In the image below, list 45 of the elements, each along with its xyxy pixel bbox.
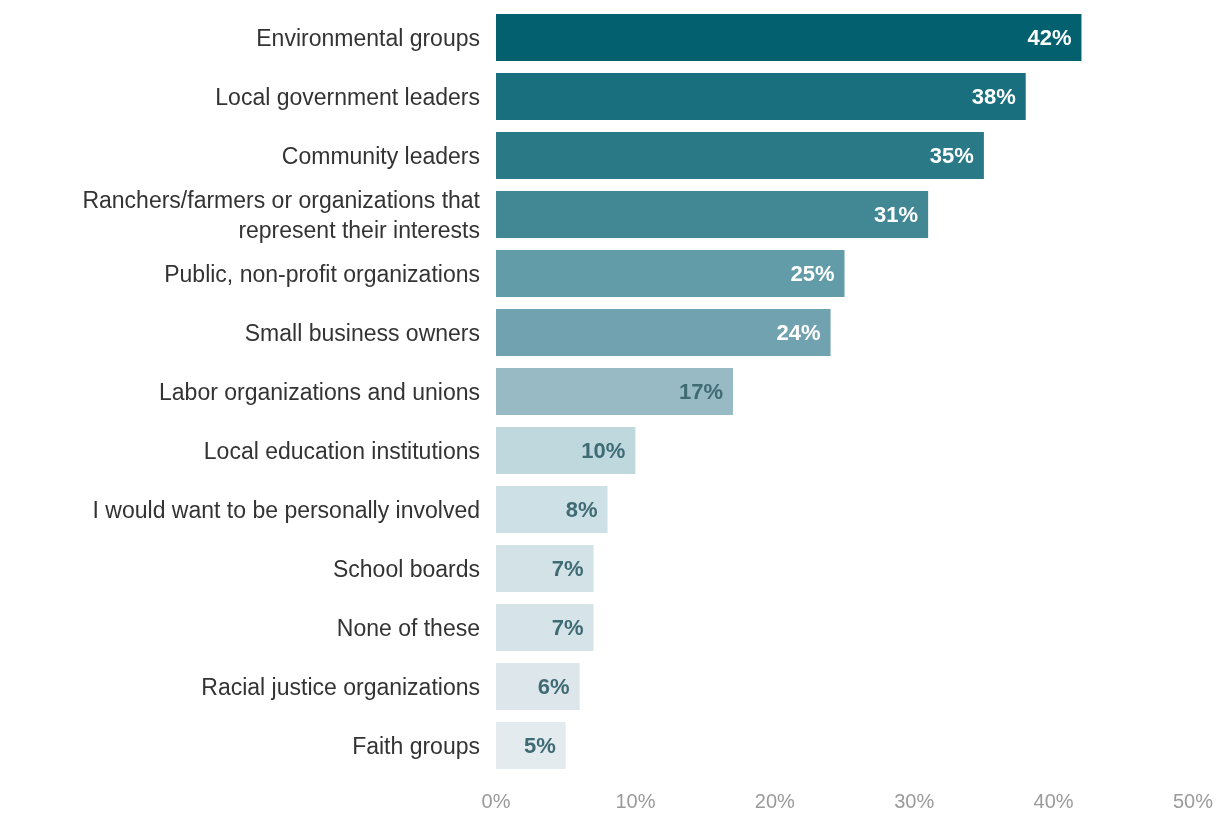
- y-tick-label: Community leaders: [281, 142, 480, 169]
- y-tick-label: Small business owners: [244, 319, 480, 346]
- y-tick-label: Public, non-profit organizations: [164, 260, 480, 287]
- bar: [496, 13, 1082, 62]
- y-tick-label: Faith groups: [352, 732, 480, 759]
- bar: [496, 367, 733, 416]
- data-label: 7%: [551, 556, 584, 581]
- y-tick-label: None of these: [336, 614, 480, 641]
- bar: [496, 485, 608, 534]
- data-label: 42%: [1027, 25, 1072, 50]
- data-label: 31%: [874, 202, 919, 227]
- data-label: 35%: [929, 143, 974, 168]
- y-tick-label: Local education institutions: [203, 437, 480, 464]
- y-tick-label: Ranchers/farmers or organizations that represent their interests: [82, 186, 481, 243]
- data-label: 25%: [790, 261, 835, 286]
- data-label: 5%: [523, 733, 556, 758]
- data-label: 6%: [537, 674, 570, 699]
- y-tick-label: Local government leaders: [215, 83, 480, 110]
- x-tick-label: 50%: [1172, 790, 1214, 812]
- bar: [496, 249, 845, 298]
- x-tick-label: 20%: [754, 790, 796, 812]
- x-tick-label: 30%: [894, 790, 935, 812]
- bar: [496, 426, 636, 475]
- data-label: 38%: [971, 84, 1016, 109]
- bar: [496, 72, 1026, 121]
- x-tick-label: 0%: [481, 790, 511, 812]
- bar: [496, 662, 580, 711]
- bar: [496, 308, 831, 357]
- bar: [496, 544, 594, 593]
- bar: [496, 721, 566, 770]
- bar: [496, 131, 984, 180]
- y-tick-label: Labor organizations and unions: [159, 378, 480, 405]
- y-tick-label: Racial justice organizations: [201, 673, 480, 700]
- x-tick-label: 40%: [1033, 790, 1074, 812]
- x-tick-label: 10%: [615, 790, 656, 812]
- data-label: 17%: [678, 379, 723, 404]
- data-label: 10%: [581, 438, 626, 463]
- y-tick-label: I would want to be personally involved: [92, 496, 480, 523]
- data-label: 8%: [565, 497, 598, 522]
- bar: [496, 190, 929, 239]
- data-label: 7%: [551, 615, 584, 640]
- data-label: 24%: [776, 320, 821, 345]
- y-tick-label: Environmental groups: [256, 24, 480, 51]
- bar: [496, 603, 594, 652]
- y-tick-label: School boards: [332, 555, 480, 582]
